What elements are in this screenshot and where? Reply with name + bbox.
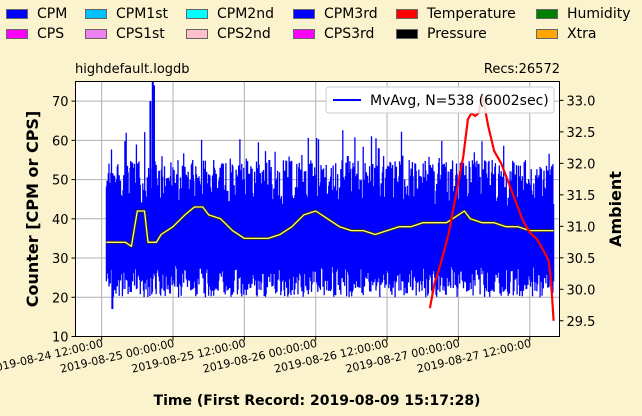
y-right-tick-label: 31.0 bbox=[567, 220, 596, 235]
legend-item-cpm1st: CPM1st bbox=[85, 6, 168, 22]
legend-label: CPM bbox=[37, 6, 68, 22]
legend-label: CPS3rd bbox=[324, 26, 375, 42]
legend-item-cpm3rd: CPM3rd bbox=[293, 6, 378, 22]
y-right-tick-label: 30.5 bbox=[567, 252, 596, 267]
x-axis-label: Time (First Record: 2019-08-09 15:17:28) bbox=[154, 393, 481, 409]
y-left-tick-label: 60 bbox=[52, 134, 69, 149]
legend-label: Temperature bbox=[427, 6, 516, 22]
legend-item-temperature: Temperature bbox=[396, 6, 516, 22]
y-left-tick-label: 20 bbox=[52, 291, 69, 306]
legend-label: Pressure bbox=[427, 26, 487, 42]
legend: CPM CPM1st CPM2nd CPM3rd Temperature Hum… bbox=[0, 0, 642, 46]
y-right-tick-label: 33.0 bbox=[567, 94, 596, 109]
legend-swatch bbox=[396, 9, 418, 19]
legend-label: Humidity bbox=[567, 6, 631, 22]
y-left-tick-label: 50 bbox=[52, 174, 69, 189]
legend-item-cps3rd: CPS3rd bbox=[293, 26, 374, 42]
legend-label: Xtra bbox=[567, 26, 597, 42]
y-axis-right-label: Ambient bbox=[606, 171, 625, 247]
y-left-tick-label: 10 bbox=[52, 331, 69, 346]
record-count: Recs:26572 bbox=[484, 62, 560, 77]
y-left-tick-label: 70 bbox=[52, 95, 69, 110]
legend-swatch bbox=[186, 9, 208, 19]
y-left-tick-label: 40 bbox=[52, 213, 69, 228]
legend-label: CPM1st bbox=[116, 6, 168, 22]
legend-swatch bbox=[293, 29, 315, 39]
plot-frame bbox=[75, 81, 560, 337]
y-left-tick-label: 30 bbox=[52, 252, 69, 267]
series-layer bbox=[105, 81, 555, 321]
log-filename: highdefault.logdb bbox=[75, 62, 190, 77]
inner-legend-box bbox=[325, 86, 555, 114]
temperature-line bbox=[428, 92, 555, 321]
legend-item-cpm2nd: CPM2nd bbox=[186, 6, 274, 22]
legend-swatch bbox=[293, 9, 315, 19]
legend-label: CPM2nd bbox=[217, 6, 274, 22]
legend-item-pressure: Pressure bbox=[396, 26, 487, 42]
y-right-tick-label: 32.5 bbox=[567, 126, 596, 141]
legend-label: CPS2nd bbox=[217, 26, 271, 42]
legend-item-cps: CPS bbox=[6, 26, 64, 42]
legend-label: CPS bbox=[37, 26, 65, 42]
y-right-tick-label: 31.5 bbox=[567, 189, 596, 204]
legend-swatch bbox=[186, 29, 208, 39]
legend-item-cps2nd: CPS2nd bbox=[186, 26, 271, 42]
legend-swatch bbox=[6, 9, 28, 19]
legend-item-humidity: Humidity bbox=[536, 6, 630, 22]
y-right-tick-label: 30.0 bbox=[567, 283, 596, 298]
legend-swatch bbox=[85, 29, 107, 39]
legend-swatch bbox=[396, 29, 418, 39]
inner-legend-label: MvAvg, N=538 (6002sec) bbox=[370, 93, 549, 109]
y-axis-left-label: Counter [CPM or CPS] bbox=[23, 111, 42, 308]
inner-legend: MvAvg, N=538 (6002sec) bbox=[325, 86, 555, 114]
legend-label: CPM3rd bbox=[324, 6, 378, 22]
legend-item-cps1st: CPS1st bbox=[85, 26, 165, 42]
legend-swatch bbox=[536, 29, 558, 39]
y-right-tick-label: 29.5 bbox=[567, 315, 596, 330]
legend-label: CPS1st bbox=[116, 26, 165, 42]
legend-item-xtra: Xtra bbox=[536, 26, 596, 42]
legend-swatch bbox=[536, 9, 558, 19]
legend-swatch bbox=[6, 29, 28, 39]
legend-item-cpm: CPM bbox=[6, 6, 67, 22]
mvavg-line bbox=[106, 206, 554, 247]
y-right-tick-label: 32.0 bbox=[567, 157, 596, 172]
legend-swatch bbox=[85, 9, 107, 19]
